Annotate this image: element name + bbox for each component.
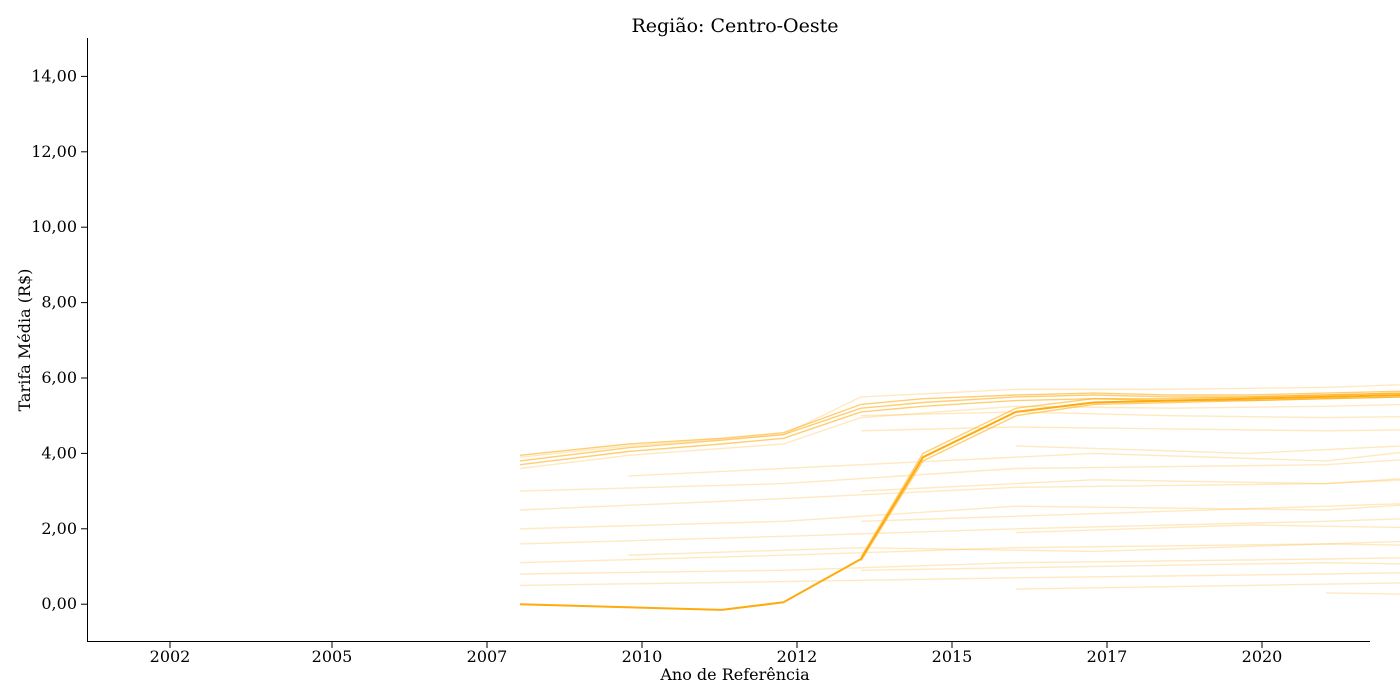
series-line	[860, 503, 1400, 522]
series-line	[628, 543, 1400, 556]
y-tick-label: 0,00	[41, 594, 77, 613]
x-tick-label: 2015	[932, 647, 973, 666]
series-line	[519, 479, 1400, 511]
series-line	[860, 411, 1400, 419]
x-tick-label: 2002	[150, 647, 191, 666]
series-line	[519, 384, 1400, 458]
x-tick-label: 2007	[467, 647, 508, 666]
y-axis-ticks: 0,00 2,00 4,00 6,00 8,00 10,00 12,00 14,00	[31, 66, 88, 613]
series-line	[519, 518, 1400, 545]
x-tick-label: 2012	[777, 647, 818, 666]
series-line	[1015, 445, 1400, 455]
y-tick-label: 4,00	[41, 443, 77, 462]
plot-lines	[519, 384, 1400, 611]
y-tick-label: 6,00	[41, 368, 77, 387]
x-tick-label: 2010	[622, 647, 663, 666]
series-line	[628, 451, 1400, 477]
series-line	[519, 557, 1400, 575]
y-tick-label: 2,00	[41, 519, 77, 538]
series-line	[519, 572, 1400, 587]
x-tick-label: 2017	[1087, 647, 1128, 666]
x-tick-label: 2005	[312, 647, 353, 666]
y-axis-label: Tarifa Média (R$)	[15, 269, 34, 412]
series-line	[1325, 592, 1400, 595]
series-line	[519, 504, 1400, 530]
series-line	[519, 403, 1400, 470]
series-line	[1015, 582, 1400, 590]
series-line	[860, 392, 1400, 558]
series-line	[519, 540, 1400, 564]
y-tick-label: 8,00	[41, 293, 77, 312]
series-line	[860, 396, 1400, 562]
x-axis-ticks: 2002 2005 2007 2010 2012 2015 2017 2020	[150, 641, 1283, 666]
x-axis-label: Ano de Referência	[659, 665, 810, 684]
x-tick-label: 2020	[1242, 647, 1283, 666]
series-line	[519, 390, 1400, 456]
y-tick-label: 14,00	[31, 66, 77, 85]
series-line	[1015, 524, 1400, 534]
series-line	[519, 459, 1400, 492]
series-line	[860, 478, 1400, 492]
series-line	[860, 426, 1400, 432]
series-line	[860, 562, 1400, 571]
y-tick-label: 12,00	[31, 142, 77, 161]
series-line	[519, 394, 1400, 611]
chart-title: Região: Centro-Oeste	[631, 15, 838, 37]
y-tick-label: 10,00	[31, 217, 77, 236]
